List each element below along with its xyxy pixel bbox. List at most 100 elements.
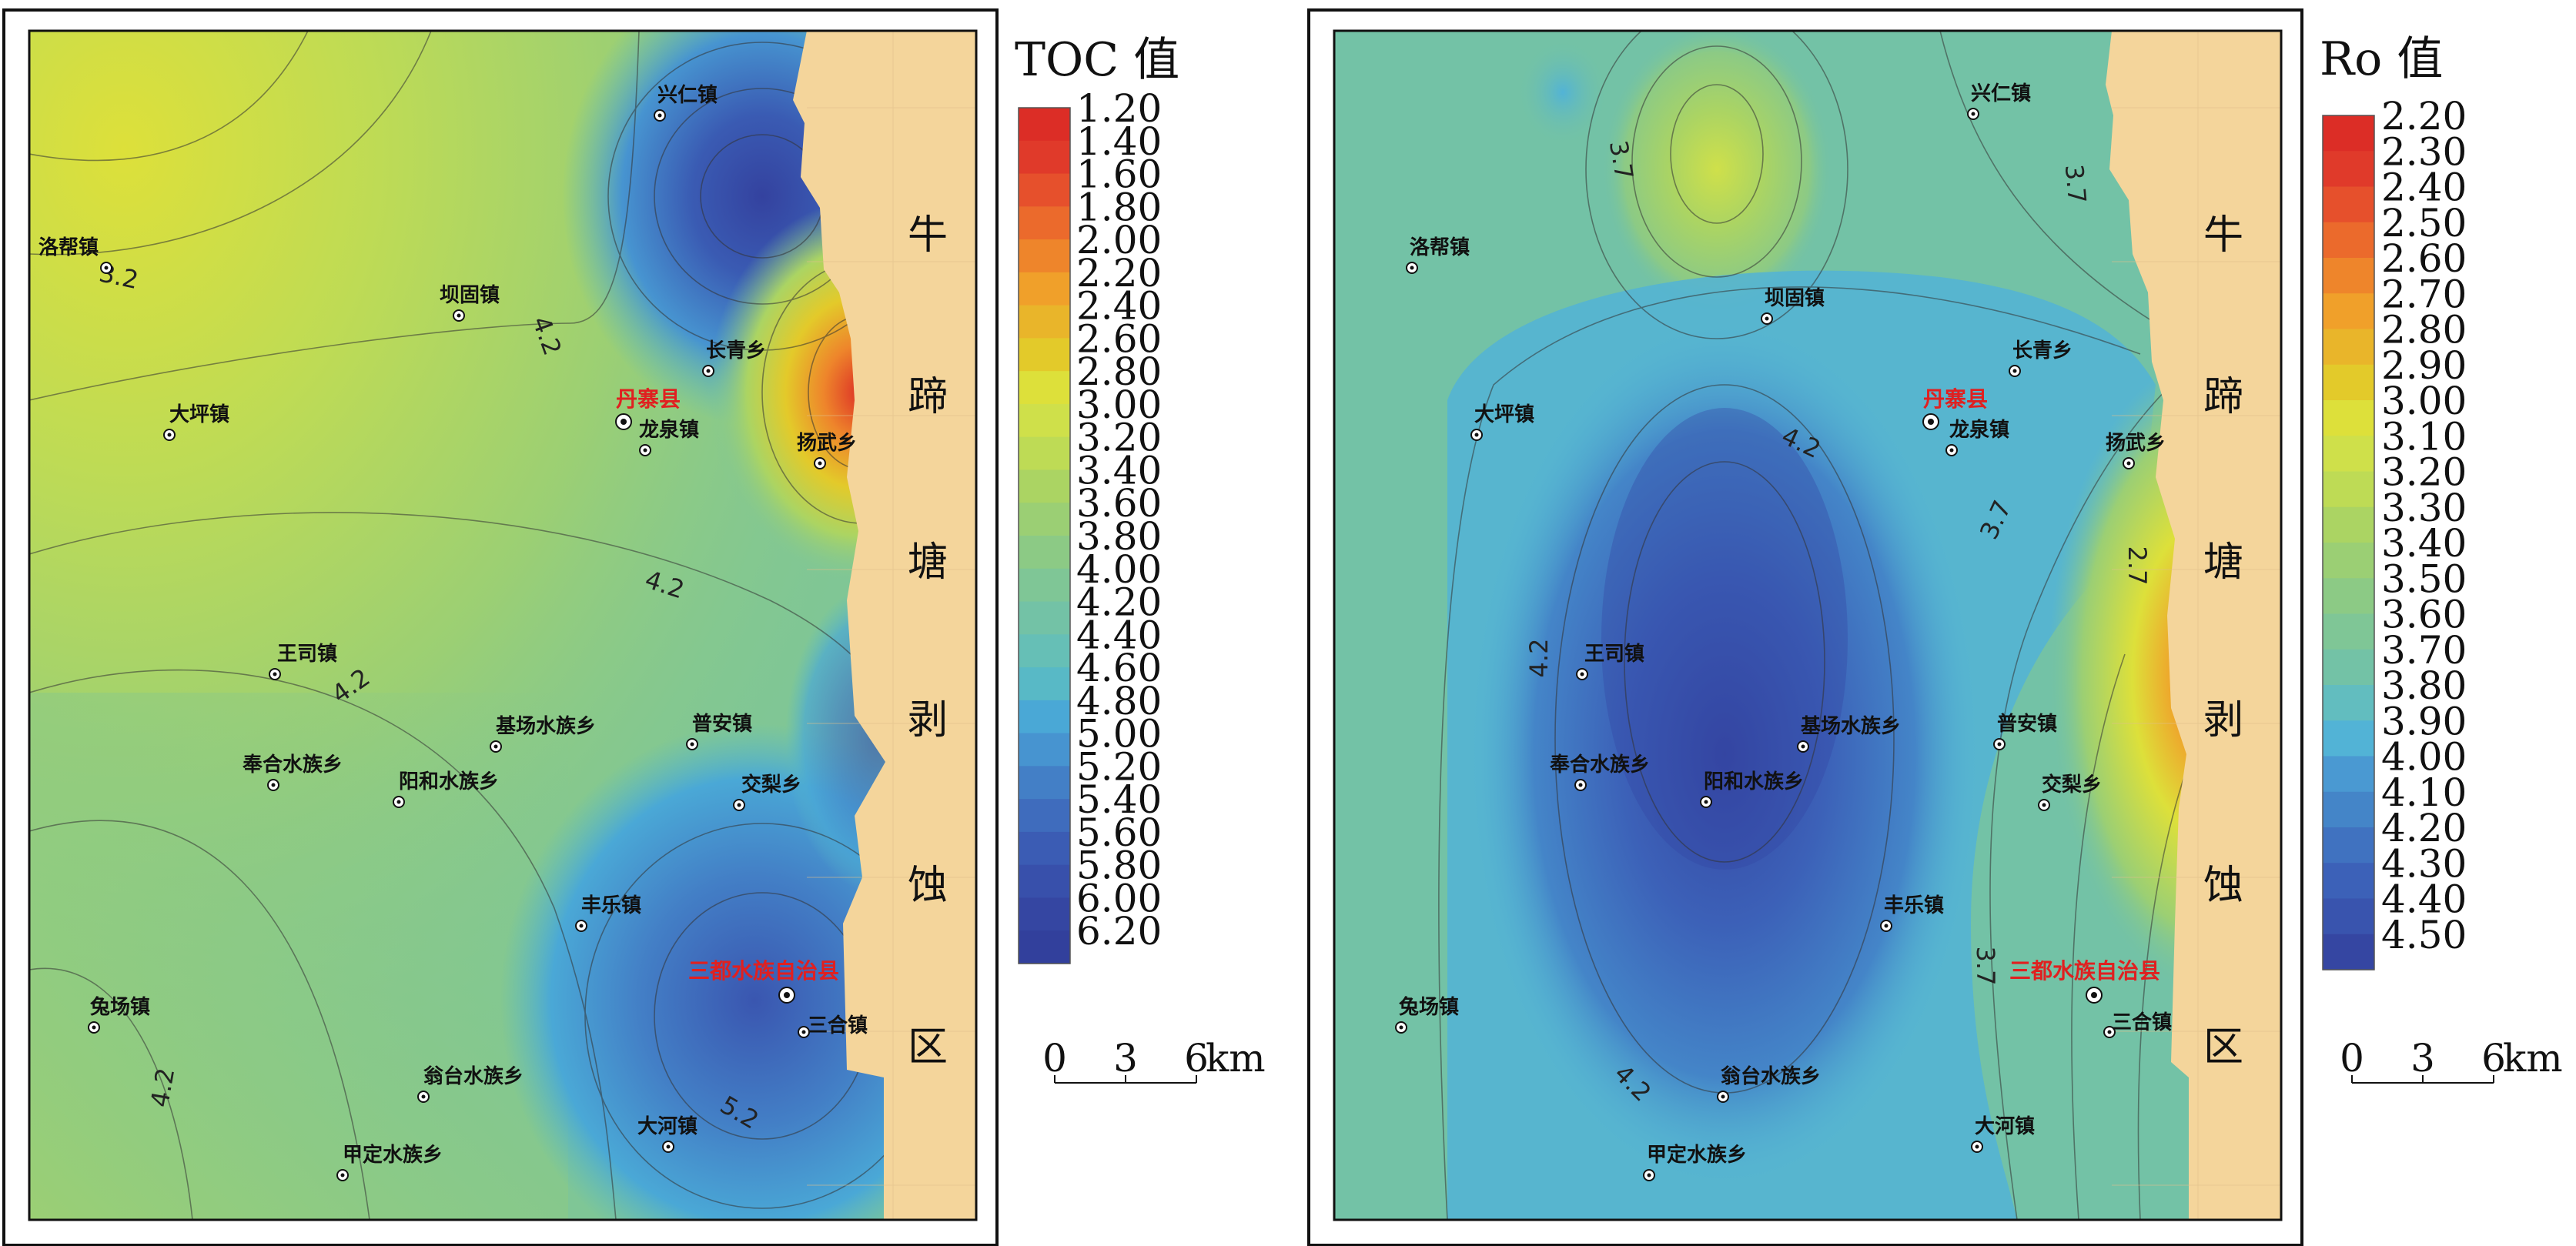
legend-title: TOC 值 xyxy=(1015,33,1179,87)
legend-swatch xyxy=(2323,543,2374,579)
legend-label: 2.20 xyxy=(1076,251,1162,296)
legend-label: 6.20 xyxy=(1076,909,1162,954)
legend-swatch xyxy=(1019,305,1070,339)
legend-swatch xyxy=(1019,634,1070,668)
county-marker: 丹寨县 xyxy=(1922,386,1988,430)
legend-swatch xyxy=(1019,930,1070,964)
town-marker: 阳和水族乡 xyxy=(1700,770,1804,808)
legend-swatch xyxy=(1019,733,1070,767)
legend-label: 5.00 xyxy=(1076,712,1162,757)
legend-label: 3.00 xyxy=(2381,379,2467,423)
toc-contour-labels: 3.24.24.24.24.25.2 xyxy=(96,258,764,1134)
town-label: 兴仁镇 xyxy=(1971,82,2031,105)
scale-unit: km xyxy=(1206,1036,1266,1081)
legend-swatch xyxy=(2323,791,2374,828)
town-marker: 兔场镇 xyxy=(1395,996,1459,1034)
legend-label: 4.60 xyxy=(1076,646,1162,690)
legend-label: 1.40 xyxy=(1076,119,1162,164)
legend-label: 4.20 xyxy=(1076,580,1162,625)
town-label: 王司镇 xyxy=(277,643,337,666)
ro-legend: Ro 值 2.202.302.402.502.602.702.802.903.00… xyxy=(2320,32,2467,970)
legend-swatch xyxy=(2323,364,2374,401)
contour-label: 2.7 xyxy=(2123,546,2152,586)
town-label: 大河镇 xyxy=(1975,1115,2035,1138)
town-label: 龙泉镇 xyxy=(1949,418,2009,442)
legend-label: 3.40 xyxy=(2381,521,2467,566)
zone-char: 塘 xyxy=(2203,539,2243,586)
legend-label: 3.30 xyxy=(2381,486,2467,530)
legend-swatch xyxy=(2323,934,2374,970)
county-label: 丹寨县 xyxy=(1923,386,1988,412)
legend-label: 3.80 xyxy=(1076,514,1162,559)
legend-label: 3.70 xyxy=(2381,628,2467,673)
town-marker: 长青乡 xyxy=(702,339,766,377)
legend-label: 3.10 xyxy=(2381,414,2467,459)
legend-swatch xyxy=(2323,756,2374,793)
zone-char: 蹄 xyxy=(908,374,948,420)
town-label: 兴仁镇 xyxy=(657,84,718,107)
town-marker: 兴仁镇 xyxy=(1967,82,2031,120)
town-marker: 甲定水族乡 xyxy=(1643,1143,1747,1181)
town-marker: 洛帮镇 xyxy=(38,236,112,274)
legend-label: 4.40 xyxy=(2381,877,2467,922)
town-marker: 奉合水族乡 xyxy=(1549,753,1650,791)
town-label: 普安镇 xyxy=(1997,712,2057,736)
town-marker: 三合镇 xyxy=(2103,1010,2172,1038)
legend-swatch xyxy=(1019,799,1070,833)
legend-label: 3.60 xyxy=(2381,593,2467,637)
contour-label: 3.7 xyxy=(1971,947,2000,986)
legend-swatch xyxy=(1019,536,1070,570)
legend-swatch xyxy=(2323,186,2374,223)
town-label: 翁台水族乡 xyxy=(1721,1064,1821,1088)
legend-swatch xyxy=(2323,827,2374,864)
town-marker: 大坪镇 xyxy=(1470,403,1534,441)
zone-char: 区 xyxy=(908,1024,948,1071)
legend-swatch xyxy=(1019,206,1070,240)
legend-swatch xyxy=(2323,471,2374,508)
legend-label: 4.50 xyxy=(2381,913,2467,957)
county-label: 丹寨县 xyxy=(616,386,681,412)
legend-swatch xyxy=(2323,685,2374,721)
legend-label: 4.20 xyxy=(2381,806,2467,850)
town-marker: 大坪镇 xyxy=(163,403,229,441)
legend-swatch xyxy=(2323,613,2374,650)
town-label: 甲定水族乡 xyxy=(343,1143,443,1167)
county-marker: 三都水族自治县 xyxy=(688,958,839,1004)
legend-label: 5.80 xyxy=(1076,843,1162,888)
legend-label: 5.60 xyxy=(1076,810,1162,855)
town-marker: 坝固镇 xyxy=(440,284,500,322)
legend-swatch xyxy=(2323,720,2374,757)
legend-label: 2.00 xyxy=(1076,218,1162,262)
town-marker: 龙泉镇 xyxy=(639,418,699,456)
legend-swatch xyxy=(1019,371,1070,405)
town-marker: 普安镇 xyxy=(1993,712,2057,750)
legend-label: 6.00 xyxy=(1076,876,1162,920)
legend-swatch xyxy=(2323,506,2374,543)
town-marker: 王司镇 xyxy=(269,643,337,680)
town-label: 长青乡 xyxy=(706,339,766,362)
county-marker: 丹寨县 xyxy=(615,386,681,430)
zone-char: 牛 xyxy=(2203,212,2243,259)
legend-label: 2.70 xyxy=(2381,272,2467,316)
scale-tick-label: 3 xyxy=(1113,1036,1138,1081)
legend-swatch xyxy=(2323,115,2374,152)
zone-char: 蚀 xyxy=(2203,863,2243,909)
legend-swatch xyxy=(1019,601,1070,635)
legend-swatch xyxy=(1019,338,1070,372)
legend-label: 3.90 xyxy=(2381,699,2467,743)
legend-label: 4.00 xyxy=(1076,547,1162,592)
town-label: 坝固镇 xyxy=(440,284,500,307)
town-marker: 兴仁镇 xyxy=(654,84,718,122)
legend-label: 2.20 xyxy=(2381,94,2467,139)
zone-char: 剥 xyxy=(2203,697,2243,743)
town-marker: 普安镇 xyxy=(686,712,752,750)
scale-tick-label: 6 xyxy=(1184,1036,1209,1081)
town-label: 普安镇 xyxy=(692,712,752,736)
town-marker: 大河镇 xyxy=(637,1115,698,1153)
legend-swatch xyxy=(2323,578,2374,615)
town-label: 交梨乡 xyxy=(741,773,801,797)
